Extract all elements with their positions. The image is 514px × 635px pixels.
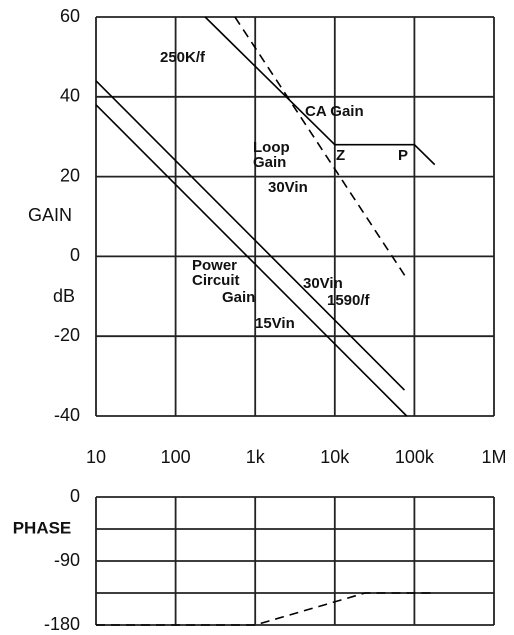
annotation-line: Power [192,257,237,274]
x-tick-label: 100k [395,447,435,467]
y-tick-label: 0 [70,245,80,265]
y-tick-label: 0 [70,486,80,506]
annotation: CA Gain [305,103,364,120]
x-tick-label: 10 [86,447,106,467]
annotation: Loop Gain [253,139,290,171]
curve [96,592,431,626]
y-axis-label: dB [53,286,75,306]
y-axis-label: PHASE [13,518,72,537]
curve [95,104,408,417]
annotation: 30Vin [303,275,343,292]
y-tick-label: 40 [60,86,80,106]
y-tick-label: -180 [44,614,80,634]
y-tick-label: 20 [60,165,80,185]
annotation: Z [336,147,345,164]
x-tick-label: 10k [320,447,350,467]
curve [234,16,409,281]
annotation: 30Vin [268,179,308,196]
annotation: P [398,147,408,164]
annotation-line: Gain [222,289,255,306]
y-axis-label: GAIN [28,205,72,225]
y-tick-label: -40 [54,405,80,425]
annotation: 250K/f [160,49,206,66]
curve [95,80,406,391]
y-tick-label: -20 [54,325,80,345]
curve [204,16,436,166]
annotation: 15Vin [255,315,295,332]
annotation: 1590/f [327,292,371,309]
x-tick-label: 1k [246,447,266,467]
annotation-line: Loop [253,139,290,156]
y-tick-label: -90 [54,550,80,570]
x-tick-label: 1M [481,447,506,467]
y-tick-label: 60 [60,6,80,26]
annotation: Power Circuit Gain [192,257,255,306]
annotation-line: Circuit [192,272,240,289]
annotation-line: Gain [253,154,286,171]
x-tick-label: 100 [161,447,191,467]
